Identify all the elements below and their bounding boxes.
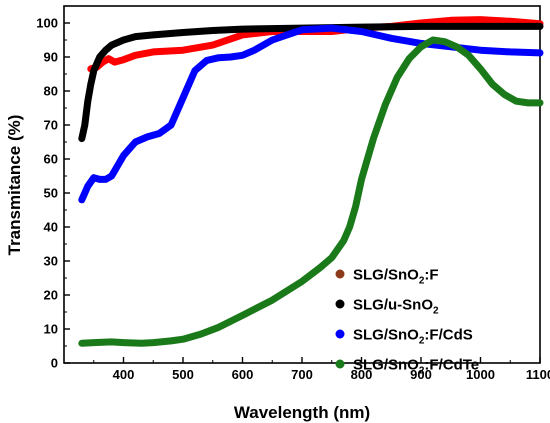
legend-label-3: SLG/SnO2:F/CdTe — [353, 357, 479, 377]
legend-label-0: SLG/SnO2:F — [353, 267, 439, 287]
series-line-0 — [87, 16, 544, 73]
x-tick-label: 600 — [232, 367, 254, 382]
legend-marker-1 — [335, 299, 345, 309]
y-axis-title: Transmitance (%) — [5, 115, 24, 256]
legend-marker-3 — [335, 359, 345, 369]
x-tick-label: 500 — [172, 367, 194, 382]
legend-marker-2 — [335, 329, 345, 339]
y-tick-label: 90 — [44, 50, 58, 65]
y-tick-label: 40 — [44, 220, 58, 235]
legend-marker-0 — [335, 269, 345, 279]
x-axis-title: Wavelength (nm) — [234, 403, 370, 422]
y-tick-label: 0 — [51, 356, 58, 371]
series-line-3 — [78, 36, 544, 347]
x-tick-label: 400 — [113, 367, 135, 382]
x-tick-label: 800 — [351, 367, 373, 382]
series-layer — [78, 16, 544, 347]
series-line-2 — [78, 24, 544, 204]
y-tick-label: 60 — [44, 152, 58, 167]
legend: SLG/SnO2:F SLG/u-SnO2 SLG/SnO2:F/CdS SLG/Sn… — [335, 267, 479, 377]
series-line-1 — [78, 22, 544, 143]
x-tick-label: 1000 — [466, 367, 495, 382]
x-axis: 400 500 600 700 800 900 1000 1100 — [93, 357, 550, 382]
y-tick-label: 30 — [44, 254, 58, 269]
x-tick-label: 900 — [410, 367, 432, 382]
y-tick-label: 100 — [36, 16, 58, 31]
y-axis: 0 10 20 30 40 50 60 70 80 90 100 — [36, 16, 70, 371]
legend-label-1: SLG/u-SnO2 — [353, 297, 439, 317]
y-tick-label: 20 — [44, 288, 58, 303]
x-tick-label: 700 — [291, 367, 313, 382]
y-tick-label: 10 — [44, 322, 58, 337]
y-tick-label: 80 — [44, 84, 58, 99]
x-tick-label: 1100 — [526, 367, 550, 382]
legend-label-2: SLG/SnO2:F/CdS — [353, 327, 473, 347]
y-tick-label: 70 — [44, 118, 58, 133]
y-tick-label: 50 — [44, 186, 58, 201]
